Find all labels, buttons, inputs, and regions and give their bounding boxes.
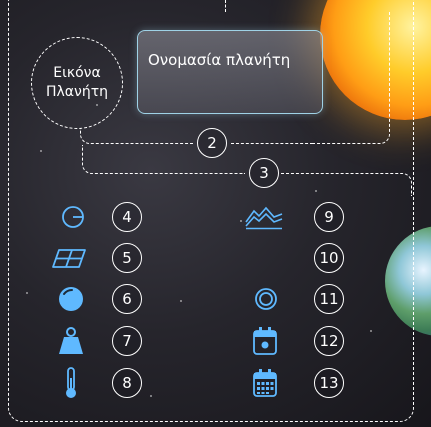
- thermometer-icon: [66, 367, 76, 398]
- weight-icon: [59, 327, 83, 354]
- calendar-day-icon: [253, 327, 277, 355]
- sphere-icon: [59, 287, 83, 311]
- star: [26, 292, 28, 294]
- connector-2-left: [80, 128, 193, 144]
- connector-2-right: [313, 95, 390, 144]
- annotation-13: 13: [314, 368, 344, 398]
- half-circle-icon: [62, 206, 84, 228]
- planet-image-placeholder[interactable]: Εικόνα Πλανήτη: [31, 37, 123, 129]
- star: [315, 190, 317, 192]
- annotation-10: 10: [314, 243, 344, 273]
- mountains-icon: [245, 206, 283, 230]
- planet-image-label-line2: Πλανήτη: [45, 84, 109, 100]
- annotation-2: 2: [197, 128, 227, 158]
- annotation-3: 3: [249, 158, 279, 188]
- connector-2-right-link: [231, 143, 313, 144]
- connector-3-left: [82, 145, 245, 174]
- star: [180, 300, 182, 302]
- planet-name-field[interactable]: Ονομασία πλανήτη: [137, 30, 323, 114]
- annotation-4: 4: [112, 202, 142, 232]
- annotation-5: 5: [112, 243, 142, 273]
- top-tick: [225, 0, 226, 12]
- outer-frame: [8, 0, 414, 422]
- planet-name-label: Ονομασία πλανήτη: [148, 51, 291, 69]
- connector-2-right-top: [389, 12, 390, 96]
- grid-area-icon: [52, 249, 86, 268]
- annotation-8: 8: [112, 368, 142, 398]
- star: [240, 220, 242, 222]
- annotation-12: 12: [314, 326, 344, 356]
- rings-icon: [255, 288, 277, 310]
- calendar-icon: [253, 369, 277, 397]
- star: [40, 150, 42, 152]
- moon-icon: [257, 246, 269, 270]
- star: [370, 330, 372, 332]
- annotation-11: 11: [314, 284, 344, 314]
- annotation-6: 6: [112, 284, 142, 314]
- annotation-7: 7: [112, 326, 142, 356]
- star: [150, 395, 152, 397]
- connector-3-right: [281, 173, 412, 196]
- annotation-9: 9: [314, 202, 344, 232]
- planet-image-label-line1: Εικόνα: [53, 65, 101, 81]
